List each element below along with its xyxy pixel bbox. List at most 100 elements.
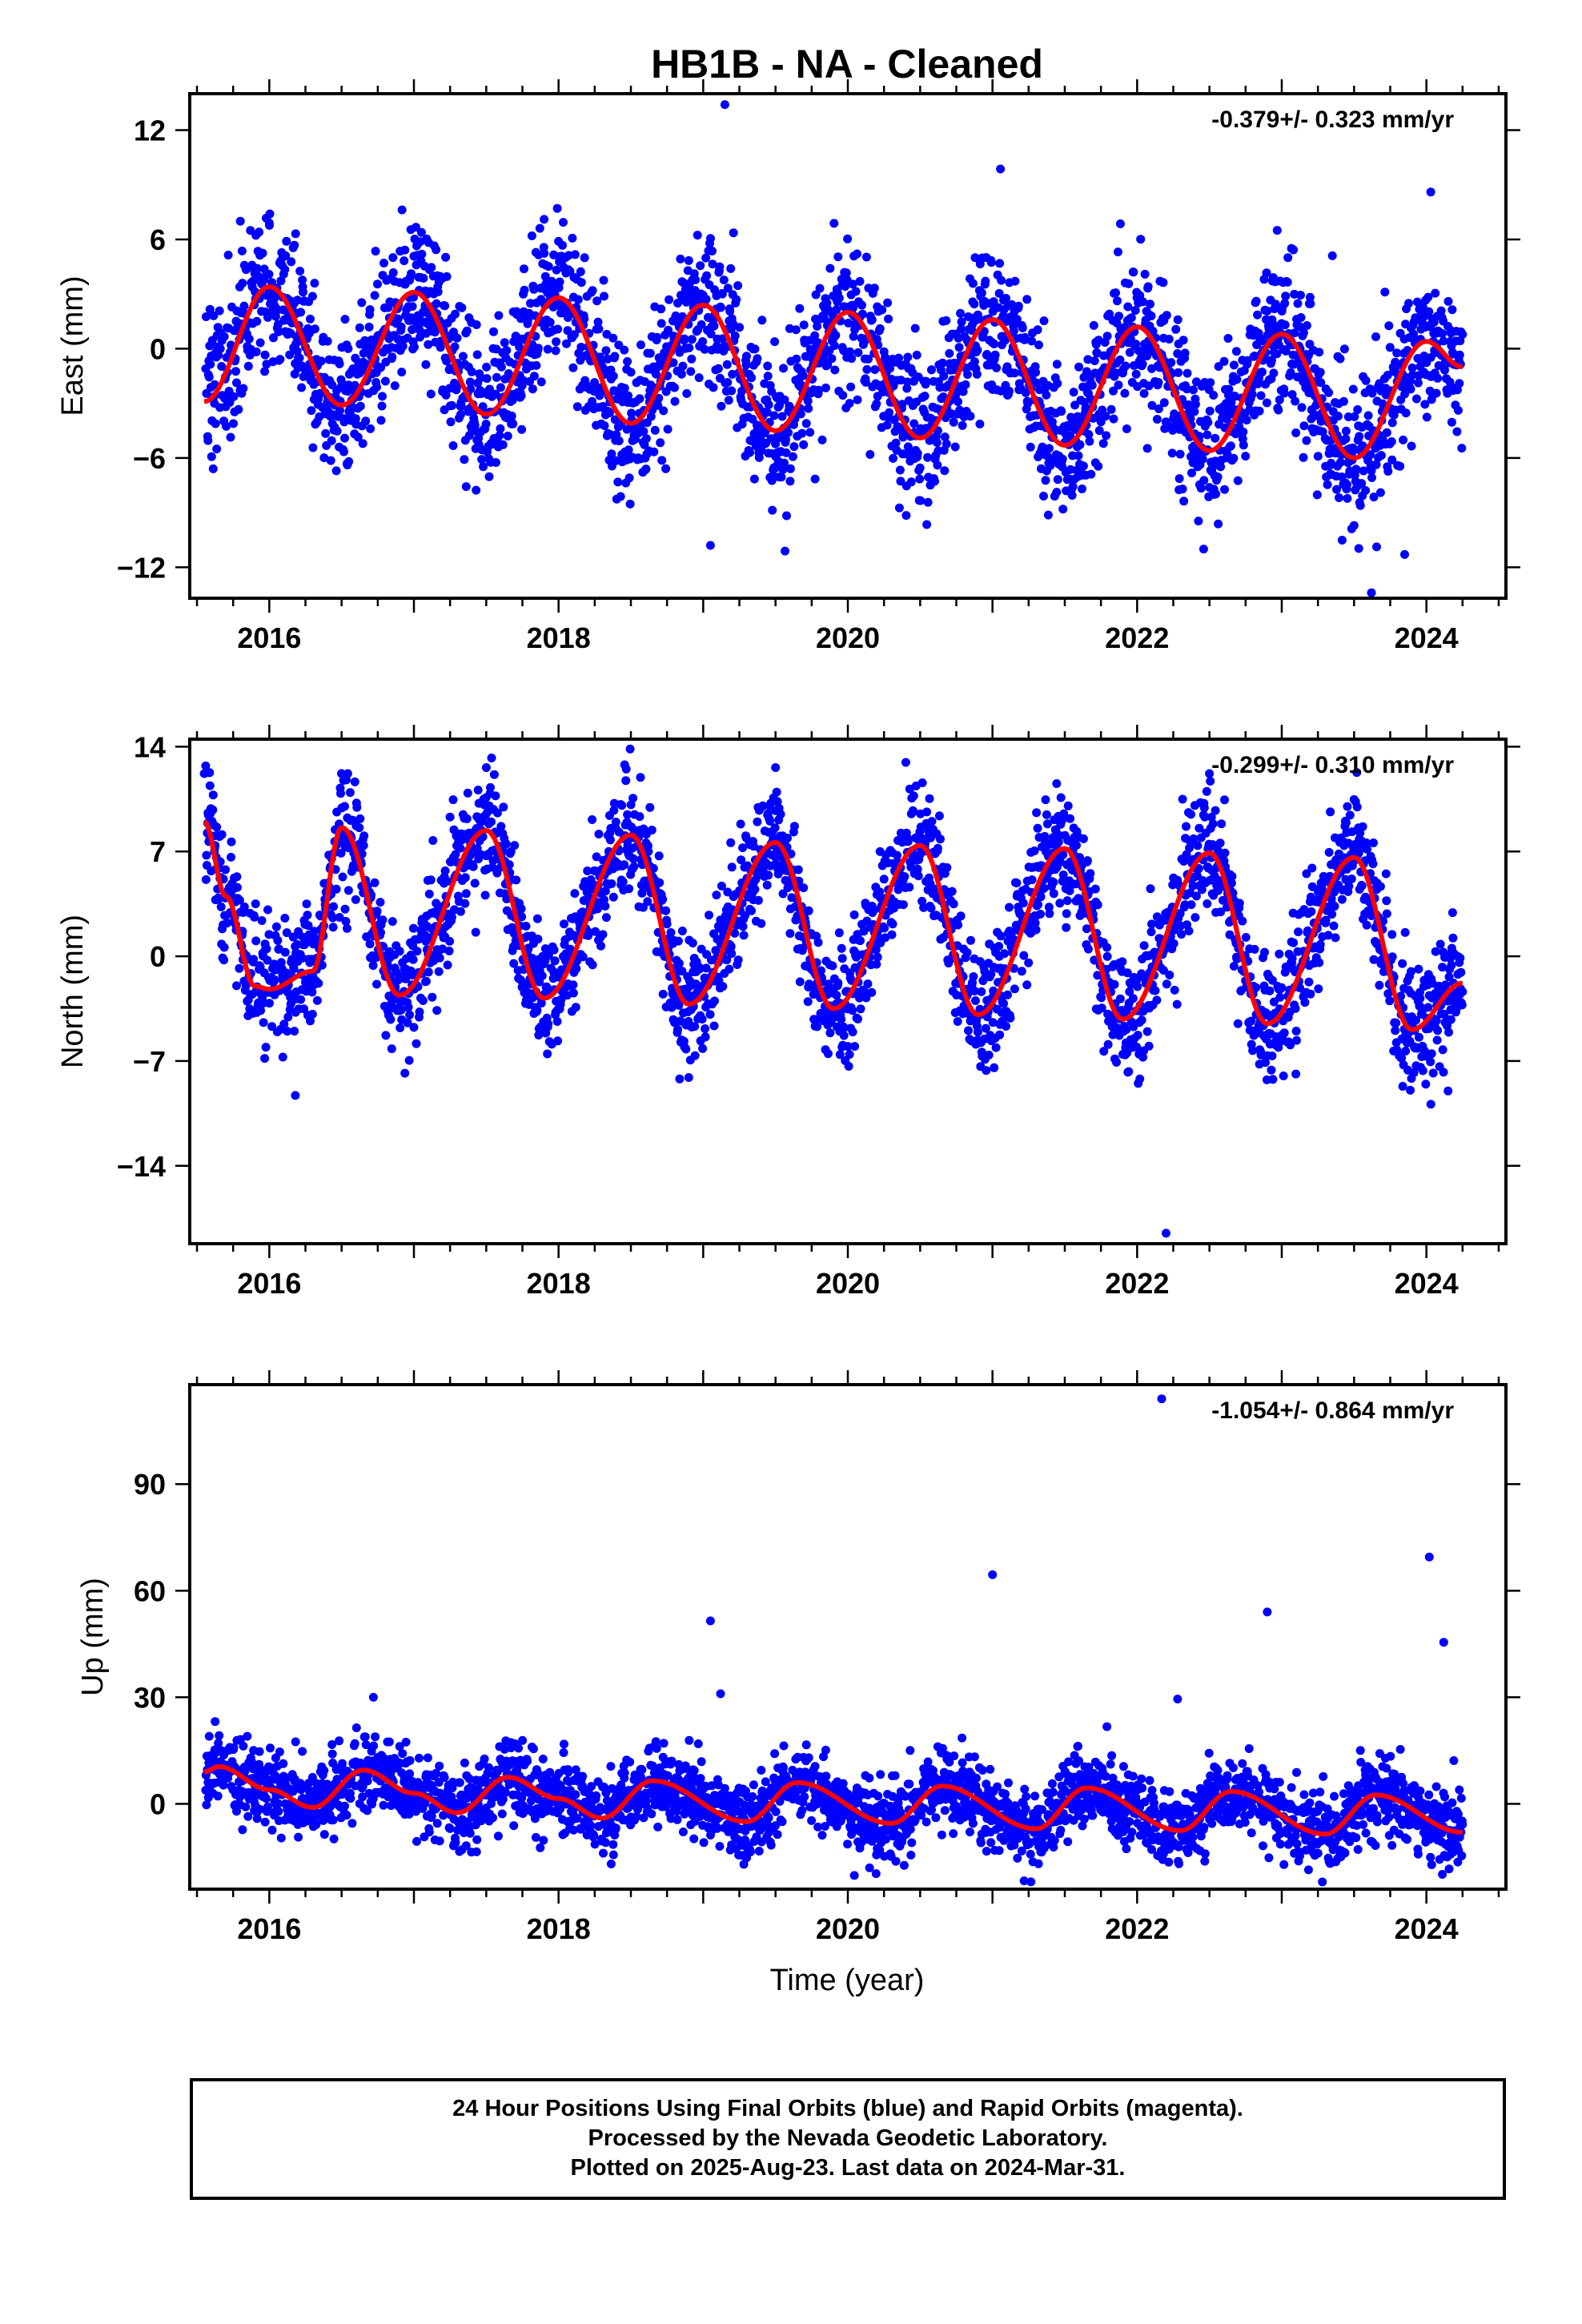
data-point	[770, 823, 780, 833]
data-point	[618, 877, 628, 887]
data-point	[343, 886, 353, 895]
data-point	[1138, 1052, 1148, 1062]
data-point	[938, 358, 947, 368]
data-point	[435, 953, 444, 963]
data-point	[1224, 384, 1234, 394]
data-point	[995, 1030, 1005, 1039]
data-point	[461, 482, 471, 492]
data-point	[520, 285, 529, 295]
data-point	[1423, 292, 1433, 302]
data-point	[396, 322, 406, 332]
data-point	[835, 1050, 845, 1059]
data-point	[753, 817, 762, 826]
data-point	[303, 921, 313, 931]
data-point	[1226, 441, 1235, 451]
data-point	[723, 283, 733, 293]
data-point	[722, 955, 732, 965]
data-point	[480, 891, 490, 900]
data-point	[1056, 793, 1066, 802]
data-point	[571, 1003, 580, 1012]
data-point	[1041, 476, 1050, 485]
data-point	[958, 420, 967, 430]
data-point	[625, 499, 635, 509]
data-point	[1359, 466, 1368, 476]
data-point	[1366, 450, 1375, 460]
data-point	[1387, 455, 1397, 464]
data-point	[799, 440, 809, 449]
data-point	[552, 203, 562, 213]
data-point	[1241, 452, 1251, 461]
data-point	[492, 808, 502, 818]
data-point	[830, 365, 840, 375]
data-point	[487, 754, 496, 762]
data-point	[340, 315, 350, 324]
data-point	[915, 463, 925, 472]
data-point	[827, 354, 837, 364]
data-point	[1380, 287, 1390, 297]
data-point	[553, 1036, 563, 1046]
data-point	[833, 252, 843, 262]
data-point	[763, 372, 773, 381]
data-point	[588, 960, 597, 970]
data-point	[608, 372, 618, 381]
data-point	[231, 367, 240, 376]
data-point	[624, 391, 633, 400]
data-point	[737, 855, 746, 865]
data-point	[255, 227, 264, 237]
data-point	[263, 905, 272, 915]
data-point	[416, 332, 424, 342]
data-point	[1177, 421, 1186, 431]
data-point	[1103, 1039, 1113, 1049]
data-point	[779, 364, 788, 373]
data-point	[1337, 536, 1347, 545]
data-point	[1351, 465, 1361, 474]
data-point	[396, 1005, 406, 1015]
data-point	[302, 899, 311, 909]
data-point	[473, 786, 483, 794]
data-point	[235, 895, 244, 905]
data-point	[832, 991, 841, 1000]
data-point	[387, 352, 397, 362]
data-point	[283, 1012, 293, 1022]
data-point	[1350, 412, 1359, 421]
data-point	[296, 308, 306, 317]
data-point	[496, 424, 505, 433]
data-point	[939, 372, 949, 381]
data-point	[1395, 461, 1405, 471]
data-point	[1162, 311, 1171, 320]
data-point	[592, 296, 602, 306]
data-point	[647, 826, 656, 834]
data-point	[517, 424, 527, 434]
data-point	[343, 380, 353, 390]
data-point	[1280, 299, 1290, 308]
data-point	[1341, 434, 1351, 444]
data-point	[445, 936, 455, 946]
data-point	[310, 279, 319, 288]
data-point	[1272, 226, 1282, 235]
data-point	[1058, 850, 1068, 859]
data-point	[891, 438, 901, 448]
data-point	[1043, 510, 1053, 520]
data-point	[855, 276, 865, 286]
data-point	[932, 438, 942, 448]
data-point	[565, 944, 575, 954]
data-point	[331, 884, 341, 894]
data-point	[1296, 313, 1306, 322]
data-point	[986, 258, 996, 267]
data-point	[392, 968, 402, 978]
data-point	[572, 964, 581, 974]
data-point	[456, 843, 465, 853]
data-point	[1052, 360, 1062, 369]
data-point	[448, 400, 456, 410]
data-point	[828, 961, 837, 971]
data-point	[1068, 482, 1078, 492]
data-point	[690, 1051, 700, 1060]
data-point	[544, 1019, 553, 1028]
data-point	[1443, 296, 1453, 306]
data-point	[1315, 348, 1324, 357]
data-point	[202, 388, 211, 398]
data-point	[545, 318, 555, 327]
data-point	[1305, 292, 1315, 302]
data-point	[1118, 957, 1127, 967]
data-point	[1447, 417, 1456, 427]
